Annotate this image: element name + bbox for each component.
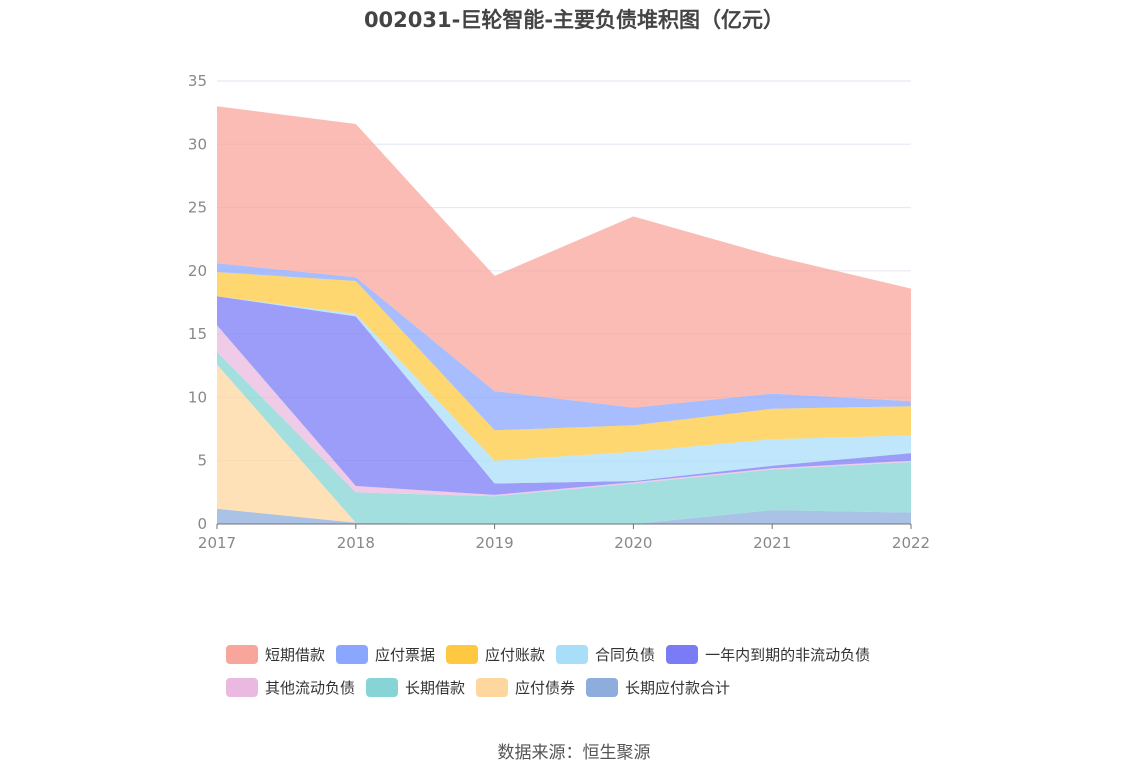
data-source-note: 数据来源：恒生聚源: [497, 743, 651, 763]
x-tick-label: 2018: [337, 534, 375, 552]
x-tick-label: 2017: [198, 534, 236, 552]
legend-label: 长期借款: [405, 679, 466, 697]
legend-swatch: [366, 678, 399, 697]
legend-swatch: [336, 645, 369, 664]
legend-swatch: [226, 645, 258, 664]
y-tick-label: 30: [188, 135, 207, 153]
legend-label: 应付票据: [375, 646, 436, 664]
y-tick-label: 35: [188, 72, 207, 90]
legend-swatch: [446, 645, 479, 664]
area-series: [217, 296, 911, 495]
x-tick-label: 2021: [753, 534, 791, 552]
y-tick-label: 25: [188, 199, 207, 217]
legend-label: 短期借款: [265, 646, 326, 664]
area-series: [217, 351, 911, 524]
legend-item[interactable]: 短期借款: [226, 644, 325, 665]
y-tick-label: 20: [188, 262, 207, 280]
legend-item[interactable]: 其他流动负债: [226, 677, 355, 698]
legend-label: 一年内到期的非流动负债: [705, 646, 871, 664]
legend: 短期借款 应付票据 应付账款 合同负债 一年内到期的非流动负债 其他流动负债 长期借款 应付…: [226, 638, 946, 704]
area-series: [217, 106, 911, 408]
x-tick-label: 2019: [476, 534, 514, 552]
legend-label: 合同负债: [595, 646, 656, 664]
area-series: [217, 508, 911, 524]
axes: 0 5 10 15 20 25 30 35 2017 2018 2019 2020 2021 2022: [188, 72, 930, 552]
legend-item[interactable]: 合同负债: [556, 644, 655, 665]
y-tick-label: 15: [188, 325, 207, 343]
legend-row: 其他流动负债 长期借款 应付债券 长期应付款合计: [226, 671, 946, 704]
area-series: [217, 272, 911, 461]
area-series-group: [217, 106, 911, 524]
legend-label: 长期应付款合计: [625, 679, 731, 697]
area-series: [217, 364, 911, 524]
legend-swatch: [666, 645, 699, 664]
legend-item[interactable]: 长期应付款合计: [586, 677, 730, 698]
legend-item[interactable]: 应付账款: [446, 644, 545, 665]
legend-swatch: [226, 678, 258, 697]
legend-label: 应付账款: [485, 646, 546, 664]
x-tick-label: 2020: [614, 534, 652, 552]
chart-title: 002031-巨轮智能-主要负债堆积图（亿元）: [363, 8, 785, 32]
legend-item[interactable]: 一年内到期的非流动负债: [666, 644, 870, 665]
stacked-area-chart: 0 5 10 15 20 25 30 35 2017 2018 2019 2020 2021 2022: [188, 72, 930, 552]
legend-label: 其他流动负债: [265, 679, 356, 697]
y-tick-label: 5: [197, 452, 207, 470]
y-tick-label: 0: [197, 515, 207, 533]
legend-row: 短期借款 应付票据 应付账款 合同负债 一年内到期的非流动负债: [226, 638, 946, 671]
legend-item[interactable]: 应付债券: [476, 677, 575, 698]
legend-item[interactable]: 应付票据: [336, 644, 435, 665]
y-tick-label: 10: [188, 388, 207, 406]
x-tick-label: 2022: [892, 534, 930, 552]
legend-swatch: [586, 678, 619, 697]
legend-swatch: [556, 645, 589, 664]
legend-label: 应付债券: [515, 679, 576, 697]
legend-swatch: [476, 678, 509, 697]
legend-item[interactable]: 长期借款: [366, 677, 465, 698]
